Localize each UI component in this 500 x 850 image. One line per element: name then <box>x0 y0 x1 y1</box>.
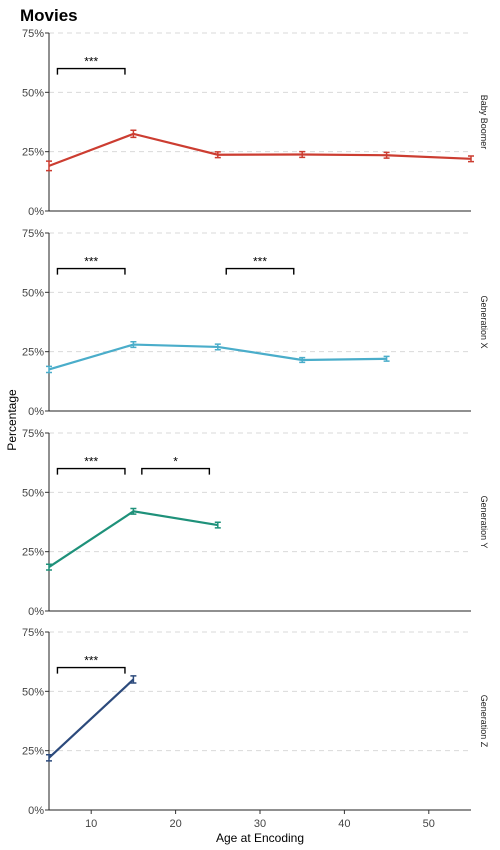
significance-label: * <box>173 455 178 469</box>
y-tick-label: 50% <box>22 487 44 499</box>
significance-bracket <box>56 467 126 475</box>
error-bar <box>214 151 221 159</box>
error-bar <box>383 355 390 362</box>
y-tick-label: 25% <box>22 347 44 359</box>
significance-bracket <box>225 267 295 275</box>
error-bar <box>130 340 137 349</box>
error-bar <box>468 155 474 163</box>
significance-bracket <box>56 67 126 75</box>
significance-bracket <box>56 666 126 674</box>
y-tick-label: 75% <box>22 627 44 639</box>
facet-label: Generation Z <box>479 695 489 748</box>
significance-label: *** <box>84 255 98 269</box>
series-line <box>48 678 135 759</box>
error-bar <box>46 563 52 571</box>
panel-1: 0% 25% 50% 75% Baby Boomer *** <box>22 28 489 218</box>
y-tick-label: 50% <box>22 287 44 299</box>
x-axis-title: Age at Encoding <box>216 831 304 845</box>
significance-label: *** <box>84 455 98 469</box>
significance-label: *** <box>84 654 98 668</box>
error-bar <box>130 507 137 515</box>
y-tick-label: 25% <box>22 147 44 159</box>
panel-3: 0%25%50%75%Generation Y*** * <box>22 428 489 618</box>
y-tick-label: 75% <box>22 428 44 440</box>
significance-label: *** <box>84 55 98 69</box>
facet-label: Generation X <box>479 295 489 348</box>
significance-label: *** <box>253 255 267 269</box>
error-bar <box>130 675 137 684</box>
error-bar <box>214 521 221 529</box>
series-line <box>48 510 218 569</box>
facet-label: Generation Y <box>479 496 489 549</box>
facet-label: Baby Boomer <box>479 95 489 150</box>
chart-panels: 0% 25% 50% 75% Baby Boomer *** 0% 25% 50% 75% Gene… <box>22 28 489 830</box>
y-tick-label: 25% <box>22 746 44 758</box>
panel-4: 0% 25% 50% 75% Generation Z *** <box>22 627 489 817</box>
y-tick-label: 25% <box>22 547 44 559</box>
error-bar <box>383 151 390 159</box>
error-bar <box>46 160 52 172</box>
x-tick-label: 30 <box>254 818 266 830</box>
series-line <box>48 132 472 167</box>
y-tick-label: 75% <box>22 228 44 240</box>
error-bar <box>299 150 306 159</box>
y-tick-label: 75% <box>22 28 44 40</box>
significance-bracket <box>56 267 126 275</box>
panel-2: 0% 25% 50% 75% Generation X *** *** <box>22 228 489 418</box>
chart-title: Movies <box>20 6 78 25</box>
y-axis-title: Percentage <box>5 389 19 451</box>
x-tick-label: 50 <box>423 818 435 830</box>
error-bar <box>130 129 137 139</box>
x-tick-label: 40 <box>338 818 350 830</box>
y-tick-label: 50% <box>22 686 44 698</box>
x-tick-label: 20 <box>169 818 181 830</box>
error-bar <box>214 343 221 351</box>
error-bar <box>46 365 52 374</box>
error-bar <box>299 356 306 364</box>
y-tick-label: 0% <box>28 805 44 817</box>
significance-bracket <box>141 467 211 475</box>
y-tick-label: 0% <box>28 206 44 218</box>
error-bar <box>46 753 52 762</box>
x-tick-label: 10 <box>85 818 97 830</box>
y-tick-label: 0% <box>28 406 44 418</box>
y-tick-label: 50% <box>22 87 44 99</box>
y-tick-label: 0% <box>28 606 44 618</box>
